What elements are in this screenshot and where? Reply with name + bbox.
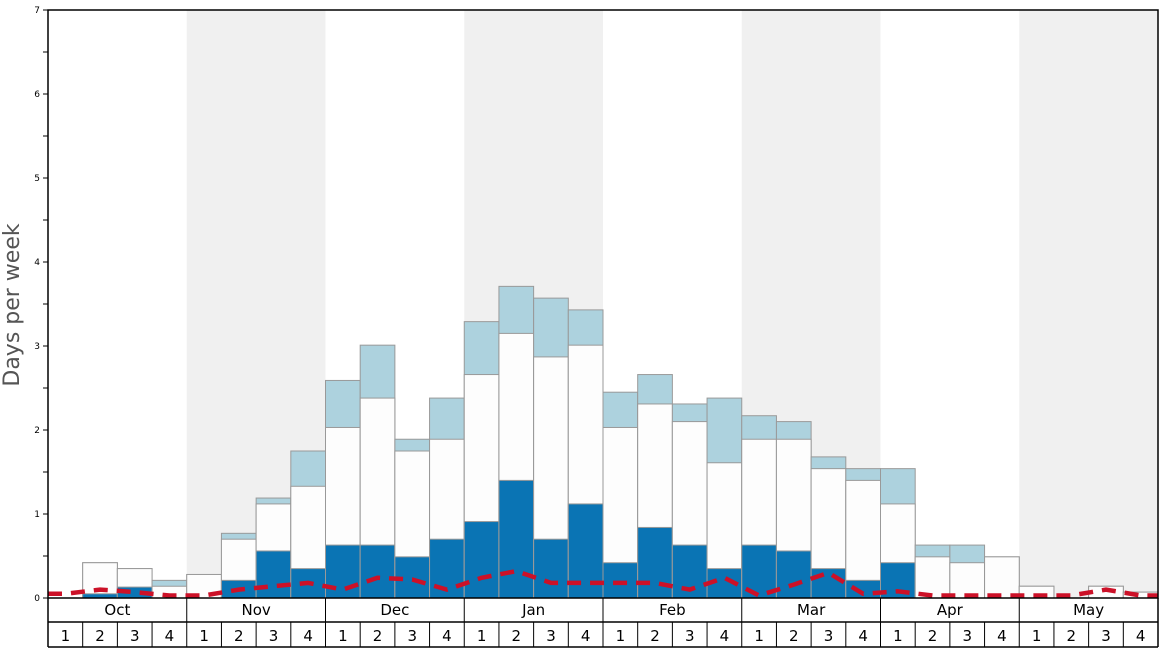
week-label-may-1: 1 xyxy=(1032,627,1042,645)
week-label-feb-2: 2 xyxy=(650,627,660,645)
bar-dark-17 xyxy=(602,562,639,599)
week-label-oct-3: 3 xyxy=(130,627,140,645)
bar-dark-7 xyxy=(255,550,292,599)
week-label-mar-1: 1 xyxy=(754,627,764,645)
week-label-apr-4: 4 xyxy=(997,627,1007,645)
week-label-jan-4: 4 xyxy=(581,627,591,645)
week-label-oct-4: 4 xyxy=(165,627,175,645)
month-label-dec: Dec xyxy=(380,601,409,619)
week-label-apr-2: 2 xyxy=(928,627,938,645)
bar-dark-23 xyxy=(810,568,847,599)
month-label-may: May xyxy=(1073,601,1104,619)
week-label-dec-2: 2 xyxy=(373,627,383,645)
x-axis: Oct 1 2 3 4 Nov 1 2 3 4 Dec 1 2 3 4 Jan 1 2 3 4 Feb 1 2 3 4 Mar 1 2… xyxy=(47,598,1159,648)
week-label-oct-1: 1 xyxy=(61,627,71,645)
y-tick-label-3: 3 xyxy=(34,342,40,352)
y-tick-label-1: 1 xyxy=(34,510,40,520)
bar-dark-15 xyxy=(533,538,569,599)
y-axis: 0 1 2 3 4 5 6 7 xyxy=(34,6,48,604)
y-tick-label-2: 2 xyxy=(34,426,40,436)
week-label-jan-3: 3 xyxy=(546,627,556,645)
week-label-may-3: 3 xyxy=(1101,627,1111,645)
bar-dark-13 xyxy=(463,521,500,599)
week-label-mar-4: 4 xyxy=(858,627,868,645)
y-tick-label-4: 4 xyxy=(34,258,40,268)
trend-line xyxy=(48,568,1158,598)
month-label-feb: Feb xyxy=(659,601,686,619)
bar-dark-9 xyxy=(325,544,361,599)
week-label-may-2: 2 xyxy=(1067,627,1077,645)
week-label-mar-2: 2 xyxy=(789,627,799,645)
y-axis-label: Days per week xyxy=(0,223,25,386)
week-label-dec-4: 4 xyxy=(442,627,452,645)
week-label-apr-3: 3 xyxy=(962,627,972,645)
month-label-jan: Jan xyxy=(521,601,545,619)
month-label-nov: Nov xyxy=(241,601,270,619)
week-label-nov-2: 2 xyxy=(234,627,244,645)
y-tick-label-6: 6 xyxy=(34,90,40,100)
week-label-apr-1: 1 xyxy=(893,627,903,645)
bar-middle-27 xyxy=(949,562,986,599)
band-may xyxy=(1019,10,1158,598)
bar-middle-2 xyxy=(82,562,118,599)
week-label-mar-3: 3 xyxy=(824,627,834,645)
week-label-dec-3: 3 xyxy=(407,627,417,645)
week-label-jan-2: 2 xyxy=(512,627,522,645)
bar-middle-28 xyxy=(984,556,1020,599)
week-label-nov-1: 1 xyxy=(199,627,209,645)
trend-line-layer xyxy=(48,568,1158,598)
bar-dark-14 xyxy=(498,479,535,599)
bar-dark-22 xyxy=(775,550,812,599)
week-label-jan-1: 1 xyxy=(477,627,487,645)
month-label-oct: Oct xyxy=(104,601,130,619)
bars xyxy=(82,285,1159,599)
week-label-may-4: 4 xyxy=(1136,627,1146,645)
week-label-nov-4: 4 xyxy=(303,627,313,645)
week-label-nov-3: 3 xyxy=(269,627,279,645)
week-label-feb-1: 1 xyxy=(616,627,626,645)
week-label-feb-4: 4 xyxy=(720,627,730,645)
week-label-dec-1: 1 xyxy=(338,627,348,645)
month-label-mar: Mar xyxy=(797,601,826,619)
bar-dark-10 xyxy=(359,544,396,599)
bar-middle-24 xyxy=(845,479,881,599)
y-tick-label-0: 0 xyxy=(34,594,40,604)
y-tick-label-5: 5 xyxy=(34,174,40,184)
week-label-feb-3: 3 xyxy=(685,627,695,645)
month-label-apr: Apr xyxy=(937,601,964,619)
y-tick-label-7: 7 xyxy=(34,6,40,16)
week-label-oct-2: 2 xyxy=(95,627,105,645)
